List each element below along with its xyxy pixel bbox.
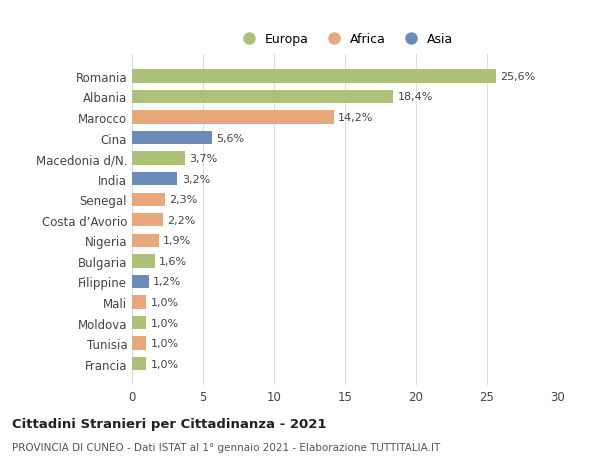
Bar [132,111,334,124]
Text: PROVINCIA DI CUNEO - Dati ISTAT al 1° gennaio 2021 - Elaborazione TUTTITALIA.IT: PROVINCIA DI CUNEO - Dati ISTAT al 1° ge… [12,442,440,452]
Bar [132,70,496,84]
Bar [132,316,146,330]
Text: 1,2%: 1,2% [154,277,182,287]
Bar [132,357,146,370]
Text: 3,7%: 3,7% [189,154,217,164]
Bar [132,296,146,309]
Text: 3,2%: 3,2% [182,174,210,185]
Text: 1,0%: 1,0% [151,338,179,348]
Bar [132,234,159,247]
Text: 25,6%: 25,6% [500,72,535,82]
Text: 1,0%: 1,0% [151,359,179,369]
Bar [132,337,146,350]
Legend: Europa, Africa, Asia: Europa, Africa, Asia [232,28,458,51]
Text: 2,3%: 2,3% [169,195,197,205]
Text: 1,0%: 1,0% [151,297,179,308]
Bar [132,213,163,227]
Text: 1,0%: 1,0% [151,318,179,328]
Text: 18,4%: 18,4% [398,92,433,102]
Bar [132,90,393,104]
Text: 2,2%: 2,2% [167,215,196,225]
Bar [132,275,149,289]
Bar [132,152,185,165]
Text: 5,6%: 5,6% [216,133,244,143]
Text: Cittadini Stranieri per Cittadinanza - 2021: Cittadini Stranieri per Cittadinanza - 2… [12,417,326,430]
Bar [132,255,155,268]
Text: 14,2%: 14,2% [338,113,373,123]
Bar [132,173,178,186]
Text: 1,9%: 1,9% [163,236,191,246]
Text: 1,6%: 1,6% [159,256,187,266]
Bar [132,193,164,207]
Bar [132,132,212,145]
